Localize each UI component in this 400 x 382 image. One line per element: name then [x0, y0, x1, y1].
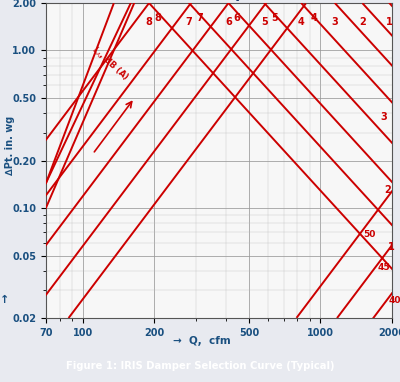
Text: 2: 2 — [384, 185, 391, 195]
Text: 4: 4 — [311, 13, 318, 23]
Text: 3: 3 — [380, 112, 387, 122]
Text: 1: 1 — [388, 241, 394, 251]
Text: ↑: ↑ — [0, 295, 10, 305]
Text: 5: 5 — [271, 13, 278, 23]
Text: 40: 40 — [389, 296, 400, 305]
Text: 6: 6 — [234, 13, 240, 23]
Text: 7: 7 — [186, 17, 192, 27]
Text: 2: 2 — [359, 17, 366, 27]
Text: 8: 8 — [146, 17, 152, 27]
Text: 6: 6 — [225, 17, 232, 27]
Text: →  Q,  cfm: → Q, cfm — [173, 336, 230, 346]
Text: 7: 7 — [196, 13, 203, 23]
Text: 45: 45 — [377, 263, 390, 272]
Text: 3: 3 — [332, 17, 338, 27]
Text: 8: 8 — [154, 13, 161, 23]
Text: 5: 5 — [261, 17, 268, 27]
Text: Figure 1: IRIS Damper Selection Curve (Typical): Figure 1: IRIS Damper Selection Curve (T… — [66, 361, 334, 371]
Text: 50: 50 — [363, 230, 375, 239]
Text: $L_A$, dB (A): $L_A$, dB (A) — [89, 43, 131, 83]
Text: ∆Pt. in. wg: ∆Pt. in. wg — [5, 116, 15, 175]
Text: 4: 4 — [298, 17, 305, 27]
Text: 1: 1 — [386, 17, 393, 27]
